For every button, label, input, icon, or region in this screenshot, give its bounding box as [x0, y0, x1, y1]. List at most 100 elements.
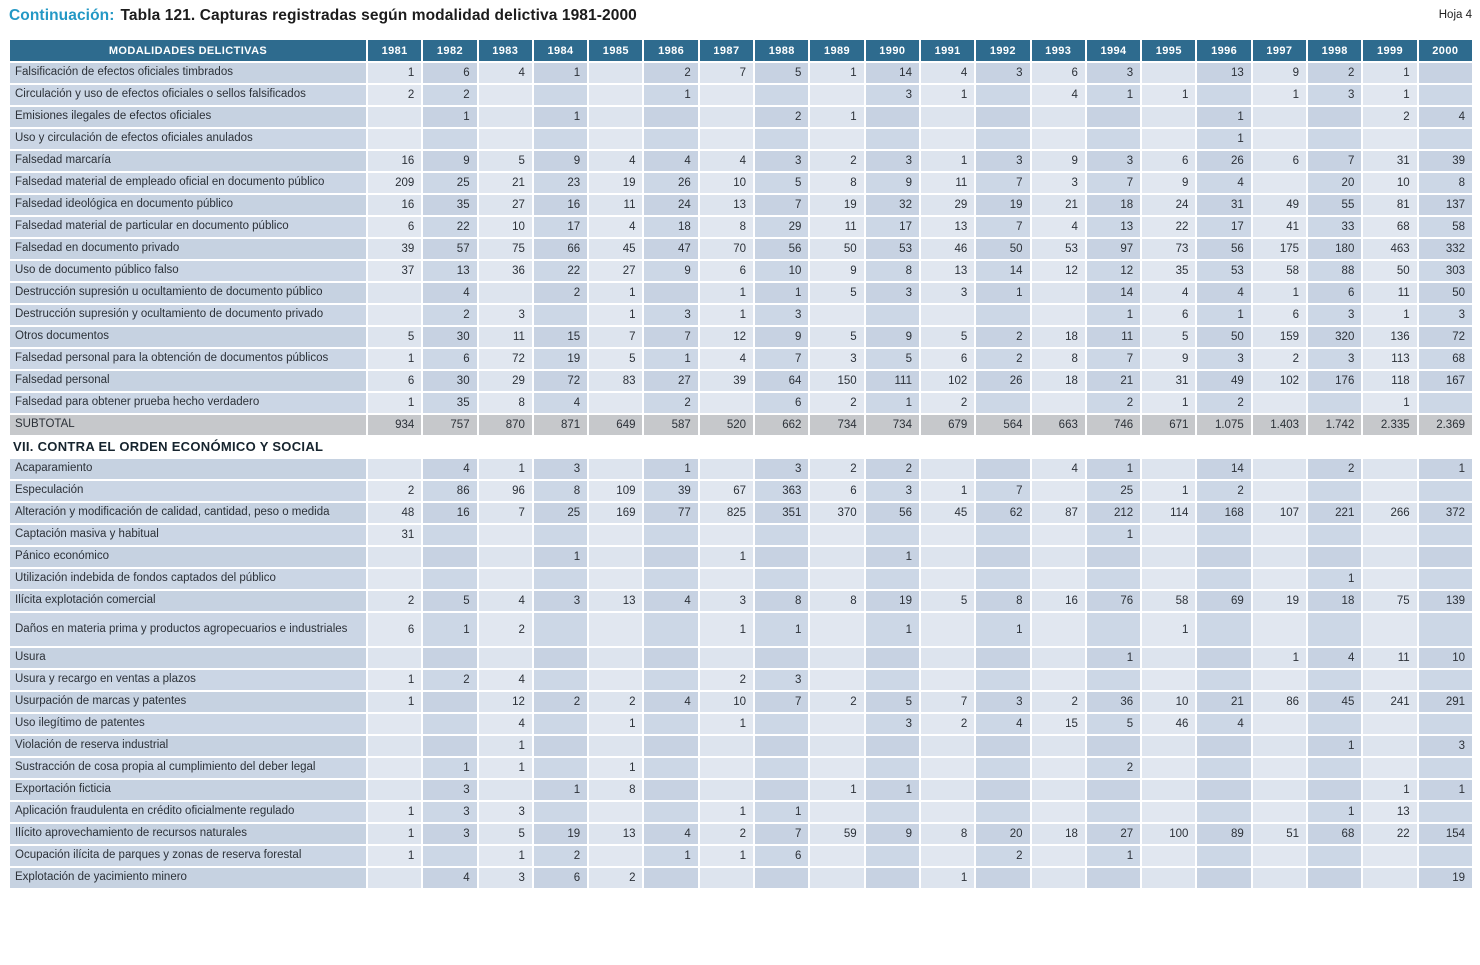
year-cell: 39 [644, 481, 698, 501]
table-row: Destrucción supresión u ocultamiento de … [10, 283, 1472, 303]
modality-label: Sustracción de cosa propia al cumplimien… [10, 758, 366, 778]
year-cell: 102 [1252, 371, 1307, 391]
year-cell: 2 [423, 85, 477, 105]
year-cell: 1 [699, 283, 754, 303]
year-cell: 167 [1418, 371, 1472, 391]
table-row: Ilícita explotación comercial 2 5 4 3 13 4 3 8 8 1… [10, 591, 1472, 611]
year-cell: 56 [755, 239, 809, 259]
year-cell: 19 [976, 195, 1030, 215]
year-cell [1252, 547, 1307, 567]
year-cell [589, 802, 643, 822]
year-cell: 13 [920, 217, 975, 237]
year-cell [755, 129, 809, 149]
year-cell: 16 [368, 195, 422, 215]
year-cell: 1 [478, 846, 532, 866]
year-cell [755, 868, 809, 888]
column-header-year: 1993 [1031, 40, 1085, 61]
year-cell: 12 [1086, 261, 1141, 281]
year-cell [1252, 481, 1307, 501]
year-cell: 10 [1363, 173, 1417, 193]
year-cell [810, 736, 864, 756]
year-cell [699, 107, 754, 127]
captures-table: MODALIDADES DELICTIVAS 1981 1982 1983 1984 1… [8, 38, 1474, 890]
year-cell: 12 [478, 692, 532, 712]
year-cell: 1 [1363, 305, 1417, 325]
year-cell: 16 [423, 503, 477, 523]
year-cell [1086, 802, 1141, 822]
year-cell: 1 [699, 547, 754, 567]
year-cell: 13 [589, 591, 643, 611]
year-cell: 3 [423, 824, 477, 844]
year-cell: 8 [533, 481, 588, 501]
year-cell [1252, 569, 1307, 589]
year-cell: 9 [865, 327, 919, 347]
year-cell [810, 569, 864, 589]
year-cell: 7 [699, 63, 754, 83]
year-cell: 7 [755, 824, 809, 844]
title-main-text: Tabla 121. Capturas registradas según mo… [120, 7, 637, 24]
year-cell: 3 [478, 868, 532, 888]
year-cell: 17 [533, 217, 588, 237]
year-cell [1308, 525, 1362, 545]
year-cell: 46 [920, 239, 975, 259]
year-cell: 8 [589, 780, 643, 800]
year-cell [865, 736, 919, 756]
year-cell [1252, 868, 1307, 888]
year-cell: 372 [1418, 503, 1472, 523]
year-cell: 13 [1197, 63, 1251, 83]
year-cell: 3 [1308, 85, 1362, 105]
year-cell: 33 [1308, 217, 1362, 237]
year-cell: 4 [533, 393, 588, 413]
year-cell: 76 [1086, 591, 1141, 611]
year-cell: 72 [1418, 327, 1472, 347]
year-cell: 11 [1086, 327, 1141, 347]
year-cell: 2 [368, 591, 422, 611]
year-cell: 303 [1418, 261, 1472, 281]
year-cell: 3 [865, 85, 919, 105]
modality-label: Usura [10, 648, 366, 668]
year-cell: 3 [865, 714, 919, 734]
year-cell: 1.742 [1308, 415, 1362, 435]
year-cell [1363, 525, 1417, 545]
year-cell: 5 [478, 151, 532, 171]
table-row: Otros documentos 5 30 11 15 7 7 12 9 5 9 5 2 18 11 5 50 1… [10, 327, 1472, 347]
year-cell: 25 [423, 173, 477, 193]
year-cell: 180 [1308, 239, 1362, 259]
year-cell: 150 [810, 371, 864, 391]
modality-label: Falsedad material de empleado oficial en… [10, 173, 366, 193]
year-cell: 6 [423, 349, 477, 369]
year-cell: 31 [1197, 195, 1251, 215]
year-cell: 168 [1197, 503, 1251, 523]
year-cell [1252, 129, 1307, 149]
year-cell: 4 [1197, 714, 1251, 734]
year-cell: 7 [755, 349, 809, 369]
year-cell: 7 [1086, 349, 1141, 369]
year-cell [1197, 648, 1251, 668]
year-cell [1363, 613, 1417, 646]
modality-label: Utilización indebida de fondos captados … [10, 569, 366, 589]
year-cell: 1 [1252, 283, 1307, 303]
year-cell: 1 [920, 481, 975, 501]
year-cell: 5 [865, 692, 919, 712]
year-cell: 39 [368, 239, 422, 259]
column-header-modalidades: MODALIDADES DELICTIVAS [10, 40, 366, 61]
year-cell [1418, 569, 1472, 589]
year-cell: 3 [976, 63, 1030, 83]
year-cell [533, 85, 588, 105]
year-cell [478, 648, 532, 668]
year-cell: 1 [589, 758, 643, 778]
year-cell: 6 [1031, 63, 1085, 83]
year-cell [644, 129, 698, 149]
year-cell: 4 [478, 63, 532, 83]
year-cell: 5 [810, 283, 864, 303]
year-cell [755, 648, 809, 668]
year-cell: 1 [478, 758, 532, 778]
year-cell [478, 107, 532, 127]
year-cell [368, 648, 422, 668]
year-cell: 1 [644, 349, 698, 369]
modality-label: Explotación de yacimiento minero [10, 868, 366, 888]
year-cell: 14 [865, 63, 919, 83]
year-cell: 86 [1252, 692, 1307, 712]
year-cell [368, 129, 422, 149]
year-cell [810, 648, 864, 668]
